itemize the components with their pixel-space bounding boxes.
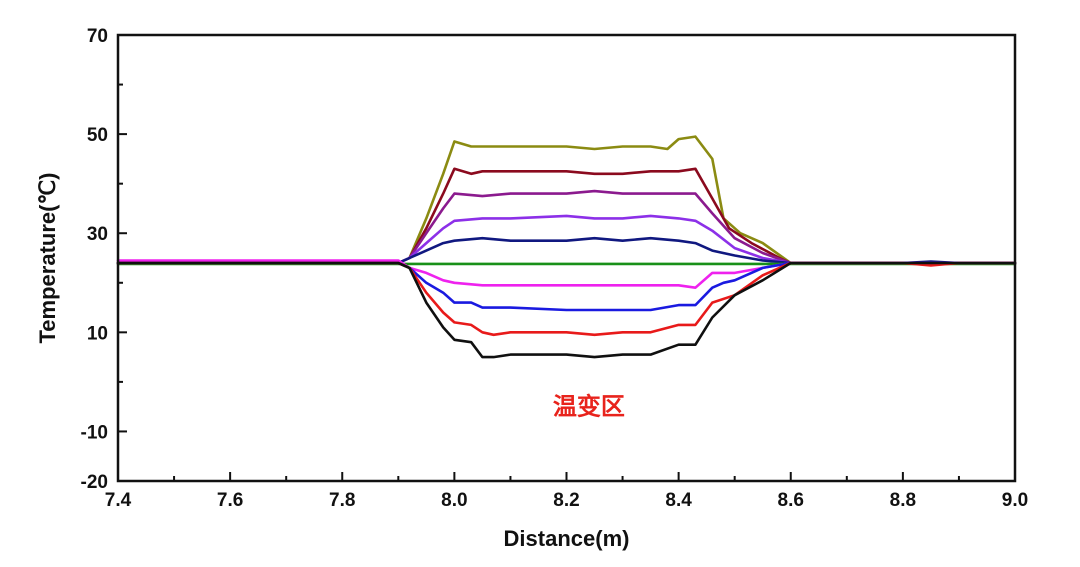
y-tick-label: 70 xyxy=(87,26,108,47)
y-tick-label: -20 xyxy=(81,472,108,493)
x-tick-label: 8.8 xyxy=(890,490,916,511)
y-tick-label: 30 xyxy=(87,224,108,245)
x-tick-label: 8.0 xyxy=(441,490,467,511)
y-tick-label: 10 xyxy=(87,323,108,344)
series-line-1 xyxy=(116,135,1017,265)
x-tick-label: 7.8 xyxy=(329,490,355,511)
x-axis-title: Distance(m) xyxy=(504,526,630,551)
series-line-9 xyxy=(116,261,1017,337)
zone-annotation: 温变区 xyxy=(553,393,625,421)
x-tick-label: 8.6 xyxy=(778,490,804,511)
x-tick-label: 9.0 xyxy=(1002,490,1028,511)
y-tick-label: 50 xyxy=(87,125,108,146)
y-axis-title: Temperature(℃) xyxy=(35,173,60,344)
x-tick-label: 8.2 xyxy=(553,490,579,511)
x-tick-label: 7.6 xyxy=(217,490,243,511)
tick-layer: 7.4 7.6 7.8 8.0 8.2 8.4 8.6 8.8 9.0 -20 -10 10 30 50 7… xyxy=(81,26,1029,511)
y-tick-label: -10 xyxy=(81,422,108,443)
series-layer xyxy=(116,135,1017,359)
x-tick-label: 8.4 xyxy=(665,490,692,511)
x-tick-label: 7.4 xyxy=(105,490,132,511)
series-line-10 xyxy=(116,261,1017,359)
series-line-3 xyxy=(116,189,1017,265)
